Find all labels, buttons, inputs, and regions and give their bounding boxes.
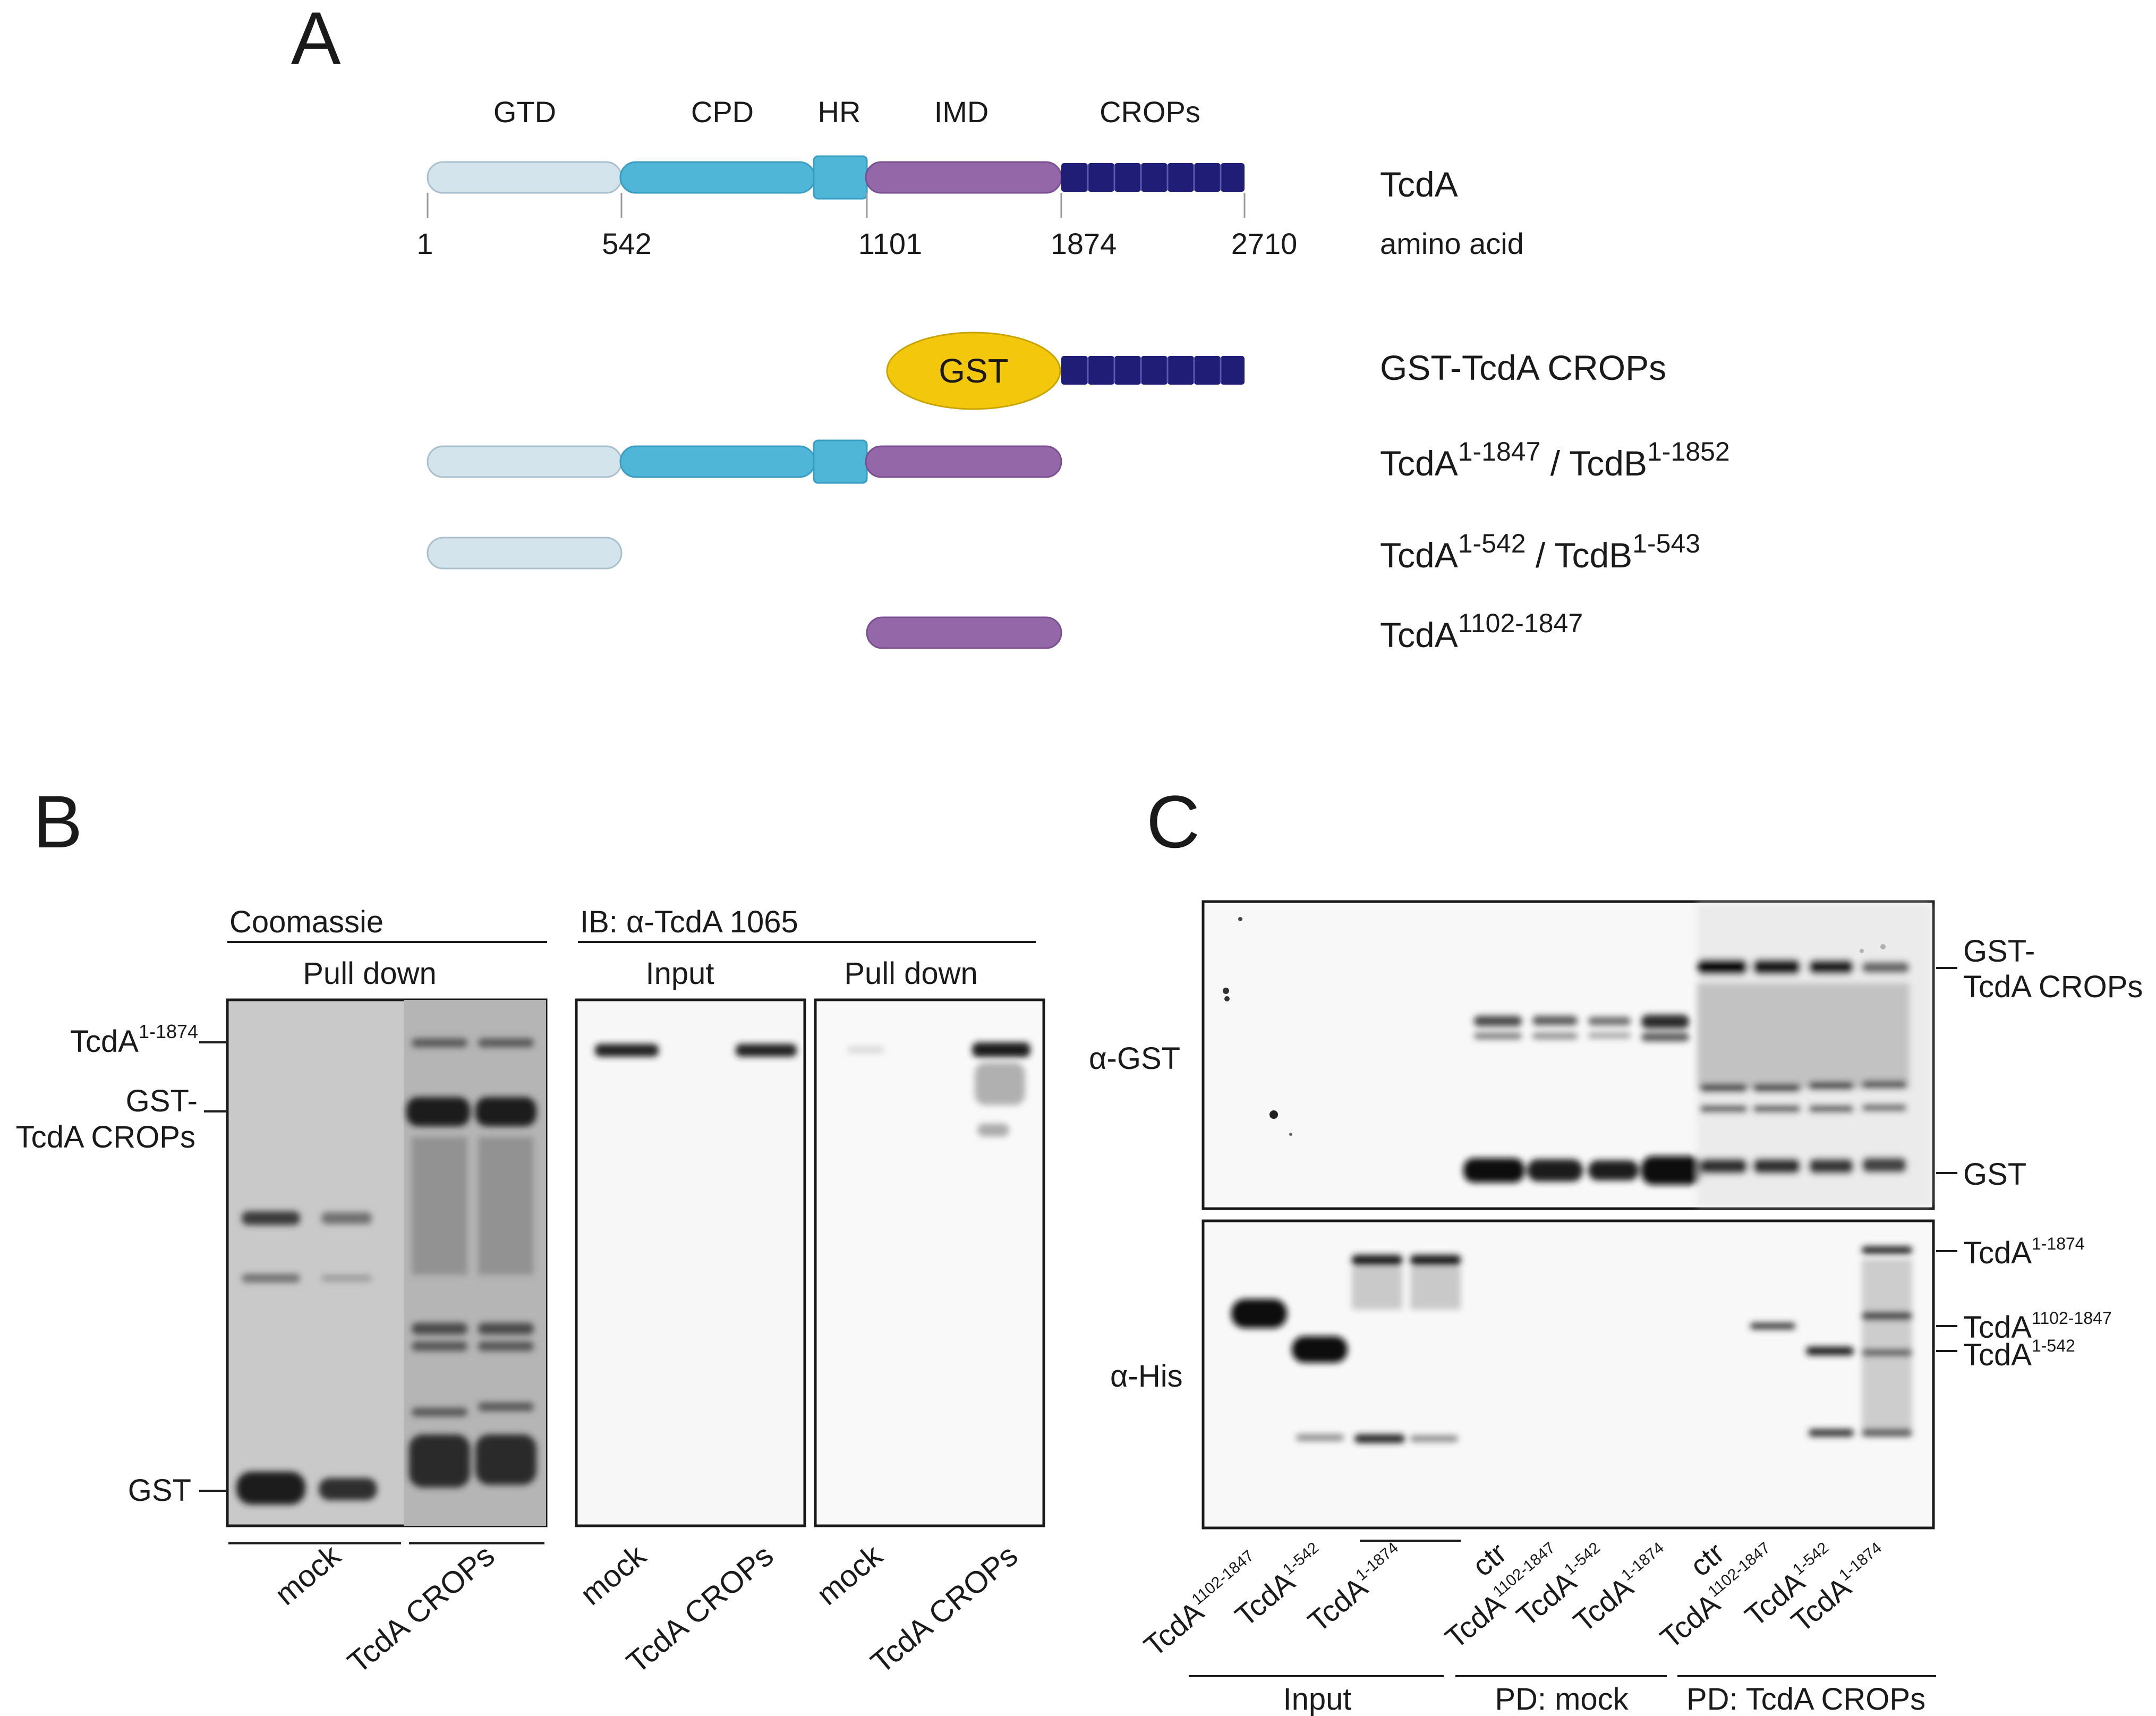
b-lane-mock-2: mock: [574, 1538, 653, 1612]
c-marker-gst-crops-1: GST-: [1963, 934, 2035, 969]
panel-b: B Coomassie Pull down IB: α-TcdA 1065 In…: [16, 780, 1045, 1680]
domain-crops: [1061, 163, 1245, 192]
coomassie-pulldown-label: Pull down: [303, 956, 436, 991]
construct-1102-1847: [866, 616, 1062, 649]
coomassie-label: Coomassie: [229, 905, 384, 939]
domain-hr: [813, 155, 868, 200]
c-marker-gst-crops-2: TcdA CROPs: [1963, 970, 2143, 1004]
panel-c-letter: C: [1146, 780, 1200, 863]
label-crops: CROPs: [1100, 95, 1200, 129]
b-lane-crops-1: TcdA CROPs: [341, 1538, 501, 1680]
domain-gtd: [427, 161, 623, 194]
c-his-blot: [1201, 1219, 1935, 1530]
b-marker-gst-crops-1: GST-: [126, 1084, 198, 1118]
construct-1847-label: TcdA1-1847 / TcdB1-1852: [1380, 437, 1730, 483]
gst-tag-label: GST: [939, 352, 1009, 390]
pos-1874: 1874: [1051, 227, 1117, 260]
c-marker-gst: GST: [1963, 1157, 2026, 1192]
b-marker-tcda: TcdA1-1874: [70, 1021, 198, 1059]
c-group-input: Input: [1283, 1682, 1352, 1716]
c-blot-gst-label: α-GST: [1089, 1041, 1180, 1076]
position-ticks: [427, 193, 1246, 218]
c-gst-blot: [1201, 900, 1935, 1210]
construct-1-542: [427, 537, 623, 570]
construct-1102-label: TcdA1102-1847: [1380, 608, 1583, 655]
label-imd: IMD: [934, 95, 989, 129]
label-cpd: CPD: [691, 95, 754, 129]
pos-542: 542: [602, 227, 651, 260]
c-group-pd-crops: PD: TcdA CROPs: [1686, 1682, 1925, 1716]
ib-pulldown-blot: [814, 998, 1045, 1527]
b-lane-mock-1: mock: [268, 1538, 347, 1612]
pos-1101: 1101: [858, 227, 922, 260]
panel-a-letter: A: [291, 0, 341, 80]
amino-acid-label: amino acid: [1380, 227, 1524, 260]
label-gtd: GTD: [493, 95, 556, 129]
b-marker-gst-crops-2: TcdA CROPs: [16, 1120, 195, 1154]
c-marker-1102: TcdA1102-1847: [1963, 1309, 2112, 1345]
panel-b-letter: B: [33, 780, 82, 863]
gst-crops-label: GST-TcdA CROPs: [1380, 348, 1666, 387]
c-blot-his-label: α-His: [1110, 1359, 1183, 1394]
domain-cpd: [619, 161, 816, 194]
gst-ellipse: [886, 332, 1061, 410]
construct-gst-crops: GST: [886, 332, 1245, 410]
panel-c: C: [1089, 780, 2143, 1716]
c-marker-542: TcdA1-542: [1963, 1336, 2075, 1372]
label-hr: HR: [818, 95, 861, 129]
pos-2710: 2710: [1231, 227, 1298, 260]
construct-542-label: TcdA1-542 / TcdB1-543: [1380, 529, 1700, 575]
domain-imd: [865, 161, 1062, 194]
coomassie-gel: [226, 998, 548, 1527]
ib-input-label: Input: [646, 956, 714, 991]
c-marker-1874: TcdA1-1874: [1963, 1234, 2085, 1270]
b-lane-crops-3: TcdA CROPs: [864, 1538, 1024, 1680]
panel-a: A GTD CPD HR IMD CROPs: [291, 0, 1730, 655]
ib-pulldown-label: Pull down: [844, 956, 977, 991]
tcda-full-bar: [427, 155, 1245, 200]
b-lane-mock-3: mock: [810, 1538, 889, 1612]
tcda-label: TcdA: [1380, 165, 1458, 204]
ib-input-blot: [575, 998, 806, 1527]
construct-1-1847: [427, 439, 1062, 484]
c-group-pd-mock: PD: mock: [1495, 1682, 1629, 1716]
b-marker-gst: GST: [128, 1473, 191, 1508]
ib-label: IB: α-TcdA 1065: [580, 905, 798, 939]
pos-1: 1: [416, 227, 433, 260]
